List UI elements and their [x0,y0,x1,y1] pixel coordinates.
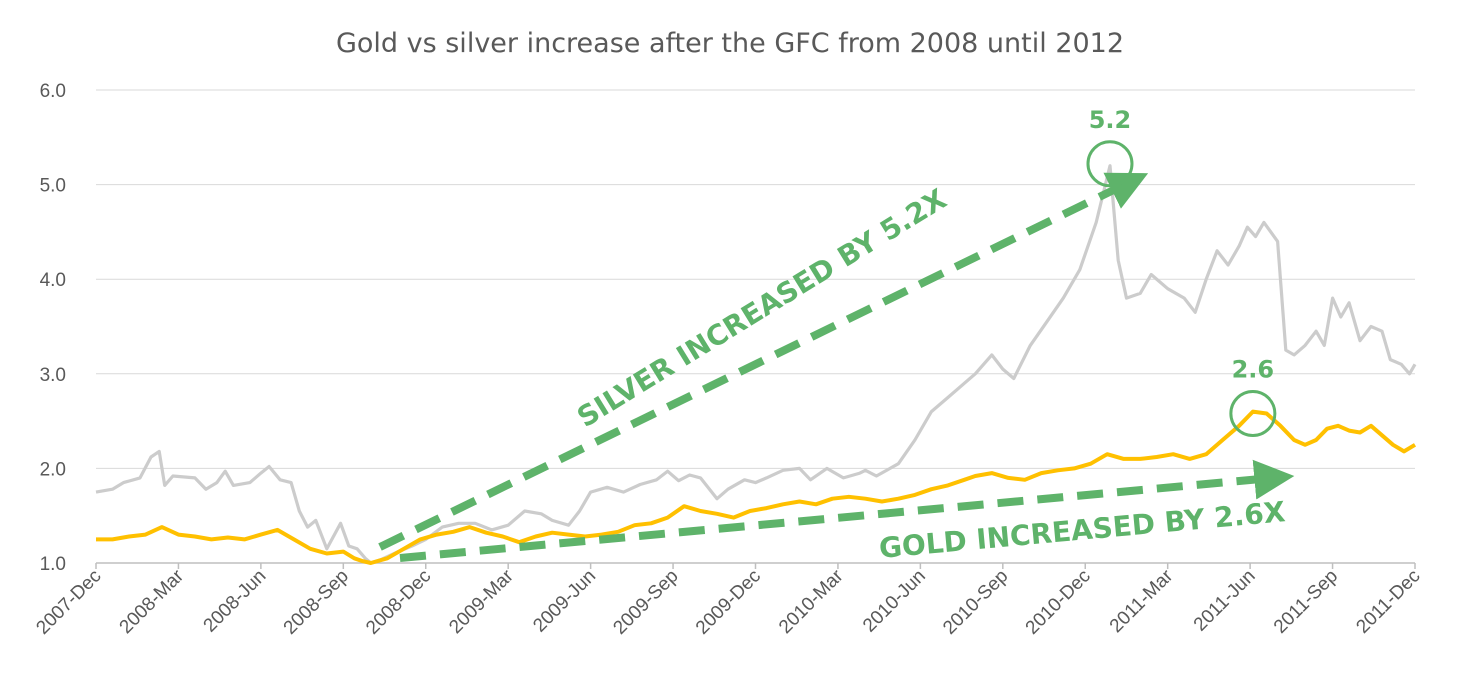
silver-line [95,164,1417,565]
y-tick-label: 5.0 [40,176,66,197]
x-tick-label: 2009-Sep [609,566,682,639]
x-tick-label: 2009-Jun [529,566,600,637]
silver-peak-circle [1086,140,1134,188]
x-tick-label: 2010-Mar [775,565,848,638]
y-tick-label: 6.0 [40,81,66,102]
y-tick-label: 2.0 [40,459,66,480]
x-tick-label: 2010-Dec [1022,566,1095,639]
x-tick-label: 2009-Mar [445,565,518,638]
annotation-layer: SILVER INCREASED BY 5.2X GOLD INCREASED … [378,106,1295,565]
x-tick-label: 2011-Mar [1106,565,1178,637]
gridlines [96,89,1415,469]
x-tick-label: 2011-Jun [1190,566,1260,636]
y-tick-label: 3.0 [40,365,66,386]
x-tick-label: 2008-Dec [362,566,435,639]
x-tick-label: 2010-Jun [859,566,930,637]
chart-title: Gold vs silver increase after the GFC fr… [336,28,1124,59]
x-tick-label: 2008-Jun [200,566,271,637]
x-tick-label: 2011-Dec [1352,566,1424,638]
x-tick-label: 2007-Dec [32,566,105,639]
x-tick-labels: 2007-Dec 2008-Mar 2008-Jun 2008-Sep 2008-Dec… [32,563,1425,639]
gold-line [96,409,1417,565]
y-axis: 1.0 2.0 3.0 4.0 5.0 6.0 [40,81,66,575]
gold-peak-circle [1229,390,1277,438]
silver-trend-arrow [378,172,1149,551]
y-tick-label: 4.0 [40,270,66,291]
x-tick-label: 2008-Mar [116,565,189,638]
x-tick-label: 2011-Sep [1270,566,1342,638]
gold-trend-arrow [399,459,1295,562]
y-tick-label: 1.0 [40,554,66,575]
silver-peak-label: 5.2 [1089,106,1132,134]
x-tick-label: 2008-Sep [280,566,353,639]
x-tick-label: 2009-Dec [692,566,765,639]
series-layer [95,164,1417,565]
x-tick-label: 2010-Sep [939,566,1012,639]
silver-arrow-label: SILVER INCREASED BY 5.2X [571,182,952,434]
gold-peak-label: 2.6 [1232,356,1275,384]
